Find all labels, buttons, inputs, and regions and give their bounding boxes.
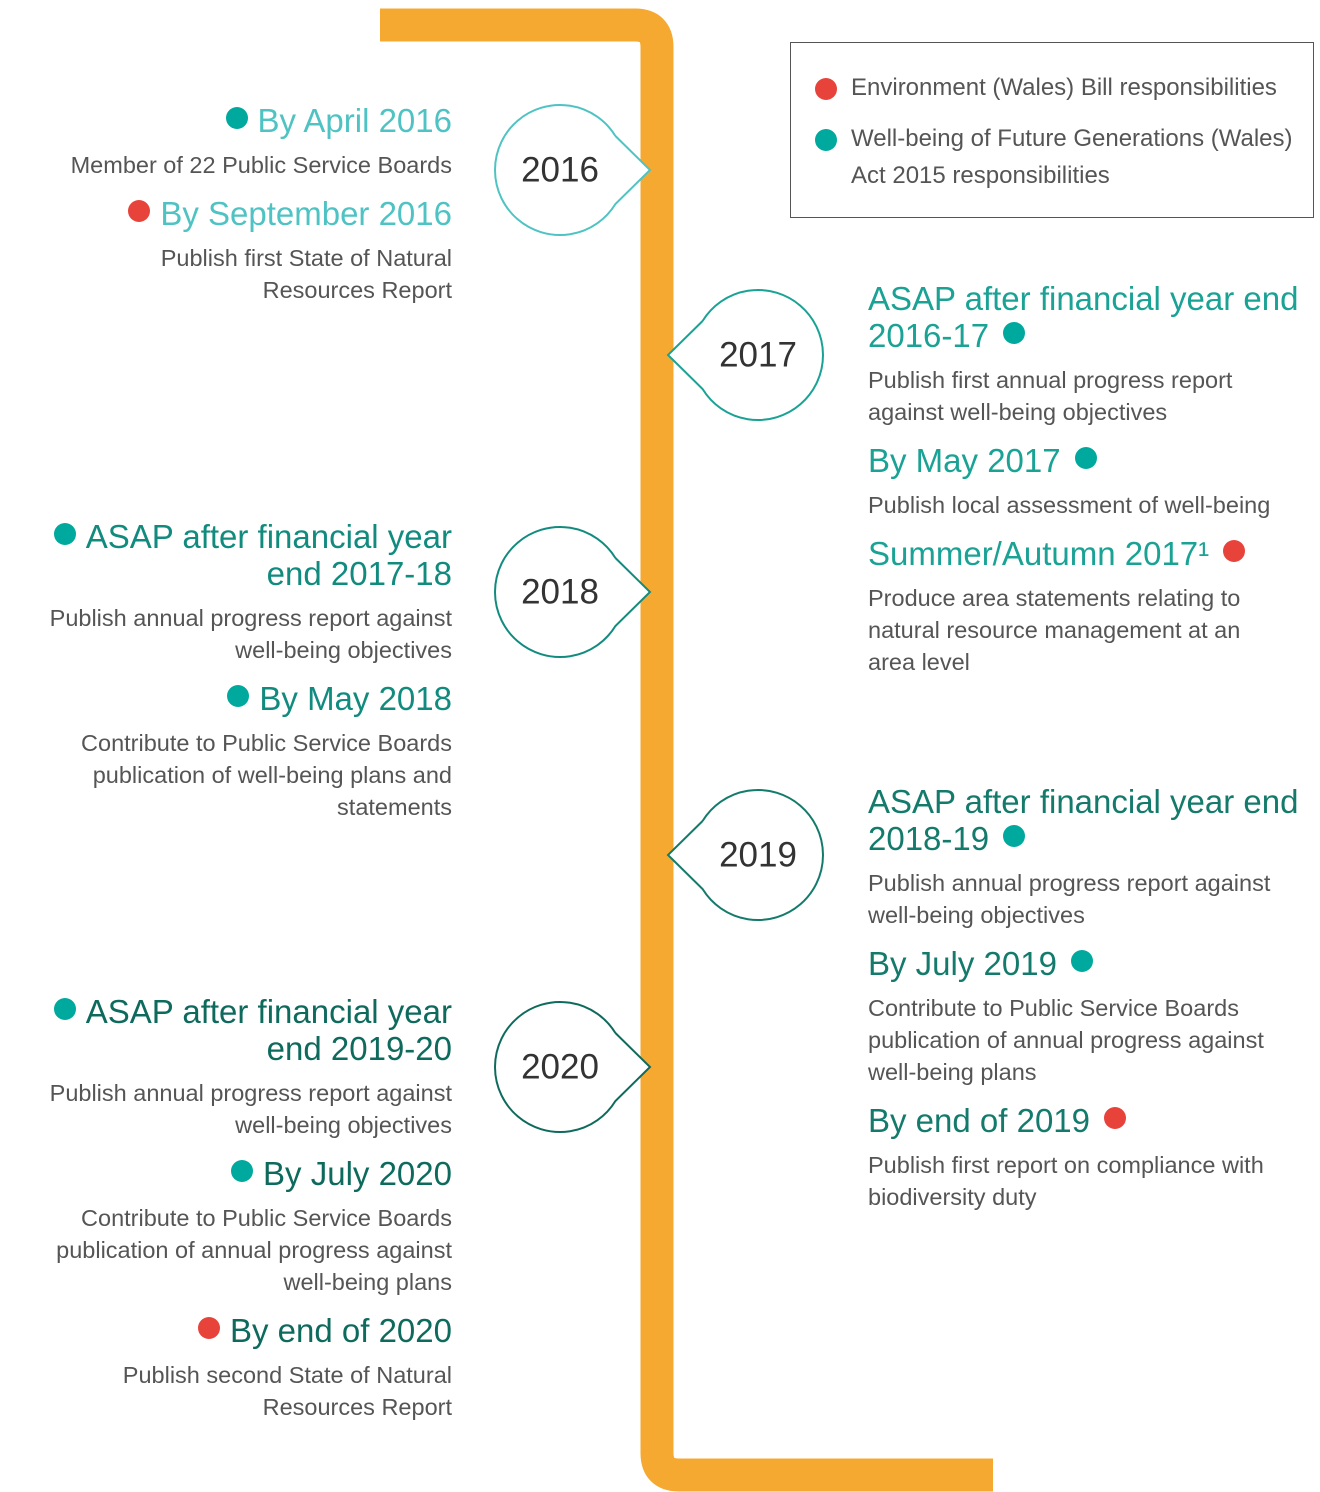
legend: Environment (Wales) Bill responsibilitie… [790, 42, 1314, 218]
legend-label: Well-being of Future Generations (Wales)… [851, 125, 1293, 189]
year-label: 2017 [719, 335, 797, 374]
heading-text: By July 2020 [263, 1155, 452, 1192]
entry-dot [227, 685, 250, 707]
entry-heading: By end of 2019 [868, 1102, 1310, 1139]
entry-heading: By end of 2020 [10, 1312, 452, 1349]
heading-text: By July 2019 [868, 945, 1057, 982]
year-group: ASAP after financial year end 2018-19 Pub… [868, 783, 1310, 1227]
entry-heading: By September 2016 [10, 195, 452, 232]
entry-description: Contribute to Public Service Boards publ… [868, 995, 1264, 1085]
year-bubble [494, 104, 652, 236]
entry-description: Produce area statements relating to natu… [868, 585, 1241, 675]
heading-text: By end of 2020 [229, 1312, 452, 1349]
year-label: 2020 [521, 1047, 599, 1086]
entry-heading: Summer/Autumn 2017¹ [868, 535, 1310, 572]
year-label: 2019 [719, 835, 797, 874]
legend-label: Environment (Wales) Bill responsibilitie… [851, 74, 1277, 101]
entry-description-wrap: Contribute to Public Service Boards publ… [868, 992, 1310, 1102]
year-label: 2016 [521, 150, 599, 189]
legend-dot [815, 78, 837, 100]
entry-heading: By April 2016 [10, 102, 452, 139]
entry-dot [197, 1317, 220, 1339]
entry-description: Publish first State of Natural Resources… [160, 245, 452, 303]
entry-dot [1003, 825, 1026, 847]
entry-dot [1223, 540, 1246, 562]
entry-heading: By July 2019 [868, 945, 1310, 982]
entry-heading: ASAP after financial year end 2018-19 [868, 783, 1310, 857]
heading-text: By end of 2019 [868, 1102, 1091, 1139]
heading-text: By April 2016 [257, 102, 452, 139]
entry-dot [1104, 1107, 1127, 1129]
entry-description-wrap: Publish annual progress report against w… [10, 1077, 452, 1155]
entry-description-wrap: Publish first State of Natural Resources… [10, 242, 452, 320]
year-bubble [494, 526, 652, 658]
timeline-line [380, 8, 993, 1492]
entry-description-wrap: Contribute to Public Service Boards publ… [10, 1202, 452, 1312]
entry-dot [225, 107, 248, 129]
year-bubble [666, 289, 824, 421]
entry-heading: ASAP after financial year end 2017-18 [10, 518, 452, 592]
year-group: ASAP after financial year end 2019-20 Pub… [10, 993, 452, 1437]
entry-description: Publish local assessment of well-being [868, 492, 1271, 518]
entry-description: Publish second State of Natural Resource… [122, 1362, 452, 1420]
year-label: 2018 [521, 572, 599, 611]
entry-dot [53, 998, 76, 1020]
legend-item: Environment (Wales) Bill responsibilitie… [815, 69, 1301, 106]
entry-description: Publish annual progress report against w… [49, 605, 452, 663]
year-group: ASAP after financial year end 2017-18 Pub… [10, 518, 452, 837]
entry-dot [1074, 447, 1097, 469]
legend-item: Well-being of Future Generations (Wales)… [815, 120, 1301, 194]
entry-description: Publish first annual progress report aga… [868, 367, 1233, 425]
entry-description: Contribute to Public Service Boards publ… [81, 730, 452, 820]
entry-description-wrap: Member of 22 Public Service Boards [10, 149, 452, 195]
entry-description-wrap: Publish first report on compliance with … [868, 1149, 1310, 1227]
year-bubble [666, 789, 824, 921]
entry-heading: ASAP after financial year end 2016-17 [868, 280, 1310, 354]
entry-dot [1070, 950, 1093, 972]
heading-text: By September 2016 [160, 195, 452, 232]
entry-heading: By July 2020 [10, 1155, 452, 1192]
heading-text: Summer/Autumn 2017¹ [868, 535, 1210, 572]
entry-heading: ASAP after financial year end 2019-20 [10, 993, 452, 1067]
entry-description-wrap: Publish annual progress report against w… [868, 867, 1310, 945]
year-group: By April 2016 Member of 22 Public Service… [10, 102, 452, 320]
entry-heading: By May 2018 [10, 680, 452, 717]
heading-text: ASAP after financial year end 2017-18 [85, 518, 452, 592]
entry-description: Publish annual progress report against w… [868, 870, 1271, 928]
entry-description-wrap: Publish annual progress report against w… [10, 602, 452, 680]
year-bubble [494, 1001, 652, 1133]
entry-description-wrap: Publish second State of Natural Resource… [10, 1359, 452, 1437]
entry-dot [1003, 322, 1026, 344]
entry-description-wrap: Publish local assessment of well-being [868, 489, 1310, 535]
entry-dot [53, 523, 76, 545]
heading-text: By May 2017 [868, 442, 1061, 479]
heading-text: ASAP after financial year end 2016-17 [868, 280, 1299, 354]
entry-description-wrap: Produce area statements relating to natu… [868, 582, 1310, 692]
entry-description: Member of 22 Public Service Boards [70, 152, 452, 178]
year-group: ASAP after financial year end 2016-17 Pub… [868, 280, 1310, 692]
entry-dot [231, 1160, 254, 1182]
entry-dot [128, 200, 151, 222]
entry-description: Publish first report on compliance with … [868, 1152, 1264, 1210]
entry-description-wrap: Publish first annual progress report aga… [868, 364, 1310, 442]
heading-text: By May 2018 [259, 680, 452, 717]
heading-text: ASAP after financial year end 2018-19 [868, 783, 1299, 857]
legend-dot [815, 129, 837, 151]
entry-description: Publish annual progress report against w… [49, 1080, 452, 1138]
entry-description: Contribute to Public Service Boards publ… [56, 1205, 452, 1295]
heading-text: ASAP after financial year end 2019-20 [85, 993, 452, 1067]
entry-heading: By May 2017 [868, 442, 1310, 479]
entry-description-wrap: Contribute to Public Service Boards publ… [10, 727, 452, 837]
